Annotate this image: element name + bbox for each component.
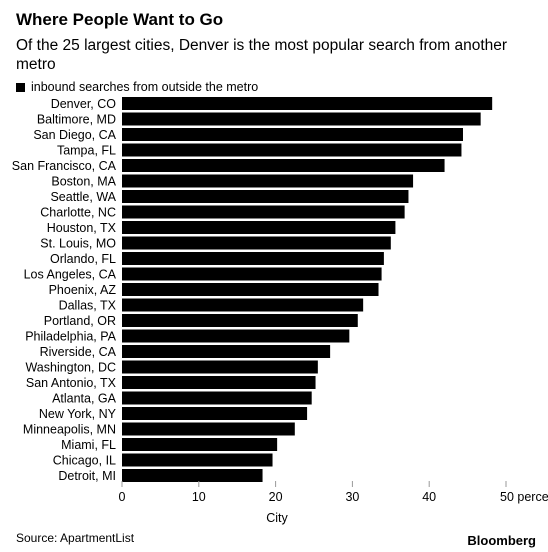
category-label: Portland, OR bbox=[44, 314, 116, 328]
brand-logo: Bloomberg bbox=[467, 533, 536, 548]
bar bbox=[122, 329, 350, 343]
category-label: Detroit, MI bbox=[58, 469, 116, 483]
category-label: Houston, TX bbox=[47, 221, 117, 235]
category-label: Riverside, CA bbox=[40, 345, 117, 359]
category-label: Chicago, IL bbox=[53, 454, 116, 468]
bar bbox=[122, 112, 481, 126]
category-label: Los Angeles, CA bbox=[24, 268, 117, 282]
category-label: Orlando, FL bbox=[50, 252, 116, 266]
legend-label: inbound searches from outside the metro bbox=[31, 80, 259, 94]
bar bbox=[122, 97, 493, 110]
bar bbox=[122, 298, 364, 312]
category-label: San Diego, CA bbox=[33, 128, 116, 142]
bar bbox=[122, 376, 316, 389]
x-tick-label: 50 percent bbox=[500, 490, 548, 504]
bar bbox=[122, 438, 278, 451]
bar bbox=[122, 205, 405, 219]
bar bbox=[122, 128, 463, 141]
category-label: Phoenix, AZ bbox=[49, 283, 117, 297]
bar bbox=[122, 190, 409, 203]
category-label: Charlotte, NC bbox=[40, 206, 116, 220]
legend-swatch bbox=[16, 82, 25, 92]
category-label: Minneapolis, MN bbox=[23, 423, 116, 437]
x-axis-label: City bbox=[266, 511, 288, 525]
chart-title: Where People Want to Go bbox=[16, 10, 224, 29]
bar bbox=[122, 221, 396, 234]
category-label: Philadelphia, PA bbox=[25, 330, 116, 344]
bar bbox=[122, 267, 382, 281]
bar bbox=[122, 407, 308, 420]
category-label: Denver, CO bbox=[51, 97, 117, 111]
bar bbox=[122, 453, 273, 467]
bar bbox=[122, 236, 391, 250]
bar bbox=[122, 159, 445, 172]
category-label: Washington, DC bbox=[25, 361, 116, 375]
bar bbox=[122, 391, 312, 405]
category-label: St. Louis, MO bbox=[40, 237, 116, 251]
category-label: Miami, FL bbox=[61, 438, 116, 452]
category-label: Baltimore, MD bbox=[37, 113, 116, 127]
category-label: Boston, MA bbox=[51, 175, 116, 189]
category-label: San Francisco, CA bbox=[12, 159, 117, 173]
category-label: San Antonio, TX bbox=[26, 376, 117, 390]
bar bbox=[122, 252, 384, 265]
legend: inbound searches from outside the metro bbox=[16, 80, 258, 94]
x-tick-label: 10 bbox=[192, 490, 206, 504]
bar bbox=[122, 314, 358, 327]
bar bbox=[122, 469, 263, 482]
chart-subtitle: Of the 25 largest cities, Denver is the … bbox=[16, 37, 508, 73]
x-tick-label: 0 bbox=[119, 490, 126, 504]
category-label: Tampa, FL bbox=[57, 144, 116, 158]
category-label: Dallas, TX bbox=[59, 299, 117, 313]
bar bbox=[122, 360, 318, 374]
source-note: Source: ApartmentList bbox=[16, 531, 135, 545]
bar bbox=[122, 143, 462, 157]
bar bbox=[122, 345, 331, 358]
bar bbox=[122, 283, 379, 296]
bar bbox=[122, 422, 295, 436]
x-tick-label: 30 bbox=[345, 490, 359, 504]
category-label: Seattle, WA bbox=[50, 190, 116, 204]
category-label: Atlanta, GA bbox=[52, 392, 117, 406]
bar bbox=[122, 174, 414, 188]
category-label: New York, NY bbox=[39, 407, 117, 421]
x-tick-label: 20 bbox=[269, 490, 283, 504]
x-tick-label: 40 bbox=[422, 490, 436, 504]
